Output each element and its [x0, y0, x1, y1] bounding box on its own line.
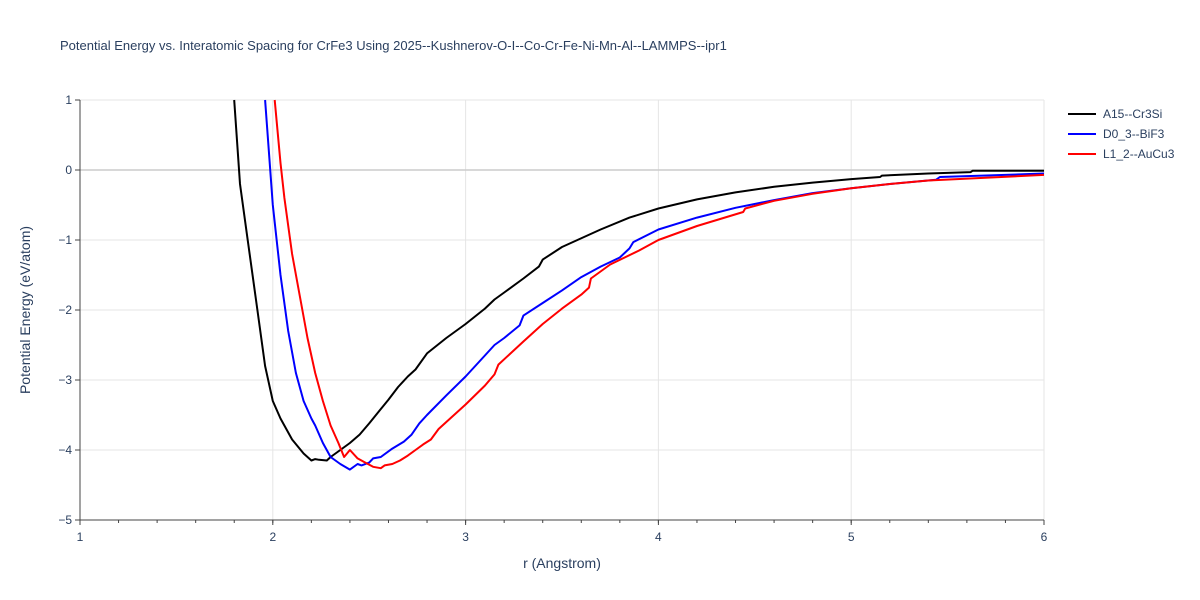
x-tick-label: 2	[269, 530, 276, 544]
x-axis-title: r (Angstrom)	[523, 555, 601, 571]
y-tick-label: 1	[65, 93, 72, 107]
x-tick-label: 5	[848, 530, 855, 544]
plot-area[interactable]	[233, 99, 1044, 471]
chart-title: Potential Energy vs. Interatomic Spacing…	[60, 38, 727, 53]
y-axis-title: Potential Energy (eV/atom)	[17, 226, 33, 394]
series-line-a15-cr3si[interactable]	[233, 99, 1044, 462]
legend: A15--Cr3Si D0_3--BiF3 L1_2--AuCu3	[1068, 107, 1175, 161]
series-line-l1-2-aucu3[interactable]	[273, 99, 1044, 470]
x-tick-label: 3	[462, 530, 469, 544]
y-tick-label: −2	[58, 303, 72, 317]
series-line-d0-3-bif3[interactable]	[264, 99, 1044, 471]
y-tick-label: −1	[58, 233, 72, 247]
y-tick-label: 0	[65, 163, 72, 177]
axes: 1 2 3 4 5 6 1 0 −1 −2 −3 −4 −5	[58, 93, 1047, 544]
legend-label: A15--Cr3Si	[1103, 107, 1162, 121]
legend-label: D0_3--BiF3	[1103, 127, 1165, 141]
x-tick-label: 1	[77, 530, 84, 544]
legend-item[interactable]: L1_2--AuCu3	[1068, 147, 1175, 161]
legend-item[interactable]: A15--Cr3Si	[1068, 107, 1162, 121]
y-tick-label: −4	[58, 443, 72, 457]
x-tick-label: 6	[1041, 530, 1048, 544]
legend-label: L1_2--AuCu3	[1103, 147, 1175, 161]
y-tick-label: −3	[58, 373, 72, 387]
legend-item[interactable]: D0_3--BiF3	[1068, 127, 1165, 141]
x-tick-label: 4	[655, 530, 662, 544]
y-tick-label: −5	[58, 513, 72, 527]
grid	[80, 99, 1045, 520]
